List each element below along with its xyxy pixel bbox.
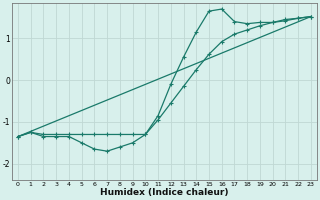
X-axis label: Humidex (Indice chaleur): Humidex (Indice chaleur) [100,188,229,197]
